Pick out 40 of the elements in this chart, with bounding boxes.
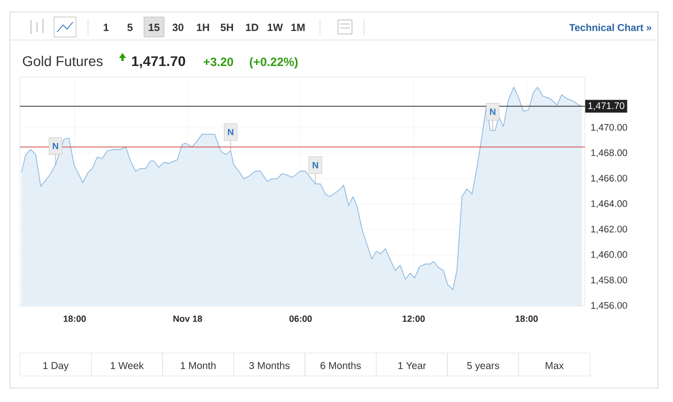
text: 5H xyxy=(220,24,233,32)
text: 15 xyxy=(148,24,160,32)
text: 1H xyxy=(196,24,209,31)
annotation: N xyxy=(312,162,318,168)
text: 5 years xyxy=(467,362,500,372)
annotation: N xyxy=(52,142,58,150)
text: 6 Months xyxy=(320,362,361,370)
y-tick-label: 1,460.00 xyxy=(591,251,628,260)
text: Technical Chart » xyxy=(569,24,652,32)
x-tick-label: 12:00 xyxy=(402,316,425,322)
y-tick-label: 1,466.00 xyxy=(591,174,628,183)
text: 1 Day xyxy=(43,362,69,372)
y-tick-label: 1,456.00 xyxy=(591,302,628,310)
x-tick-label: Nov 18 xyxy=(173,316,202,322)
text: 1 Month xyxy=(180,362,216,370)
annotation: N xyxy=(228,128,234,136)
ref-line-label: 1,471.70 xyxy=(588,102,624,110)
text: 1M xyxy=(291,24,305,31)
text: 1W xyxy=(268,24,283,31)
annotation: N xyxy=(490,108,496,115)
chart-subtitle: 1,471.70 xyxy=(132,56,186,68)
text: 5 xyxy=(127,24,133,32)
y-tick-label: 1,458.00 xyxy=(591,276,628,284)
text: (+0.22%) xyxy=(250,57,298,68)
y-tick-label: 1,470.00 xyxy=(591,124,628,132)
text: 30 xyxy=(172,24,184,32)
x-tick-label: 18:00 xyxy=(516,316,538,322)
text: 3 Months xyxy=(249,362,290,370)
text: 1 Week xyxy=(110,362,144,370)
x-tick-label: 06:00 xyxy=(289,316,312,322)
text: Max xyxy=(546,362,564,370)
text: +3.20 xyxy=(204,58,234,66)
y-tick-label: 1,462.00 xyxy=(591,226,628,234)
chart-title: Gold Futures xyxy=(22,56,103,66)
text: 1 xyxy=(104,24,109,31)
y-tick-label: 1,464.00 xyxy=(591,200,628,208)
text: 1 Year xyxy=(398,362,426,370)
y-tick-label: 1,468.00 xyxy=(591,149,628,158)
x-tick-label: 18:00 xyxy=(64,316,86,322)
text: 1D xyxy=(246,24,258,31)
